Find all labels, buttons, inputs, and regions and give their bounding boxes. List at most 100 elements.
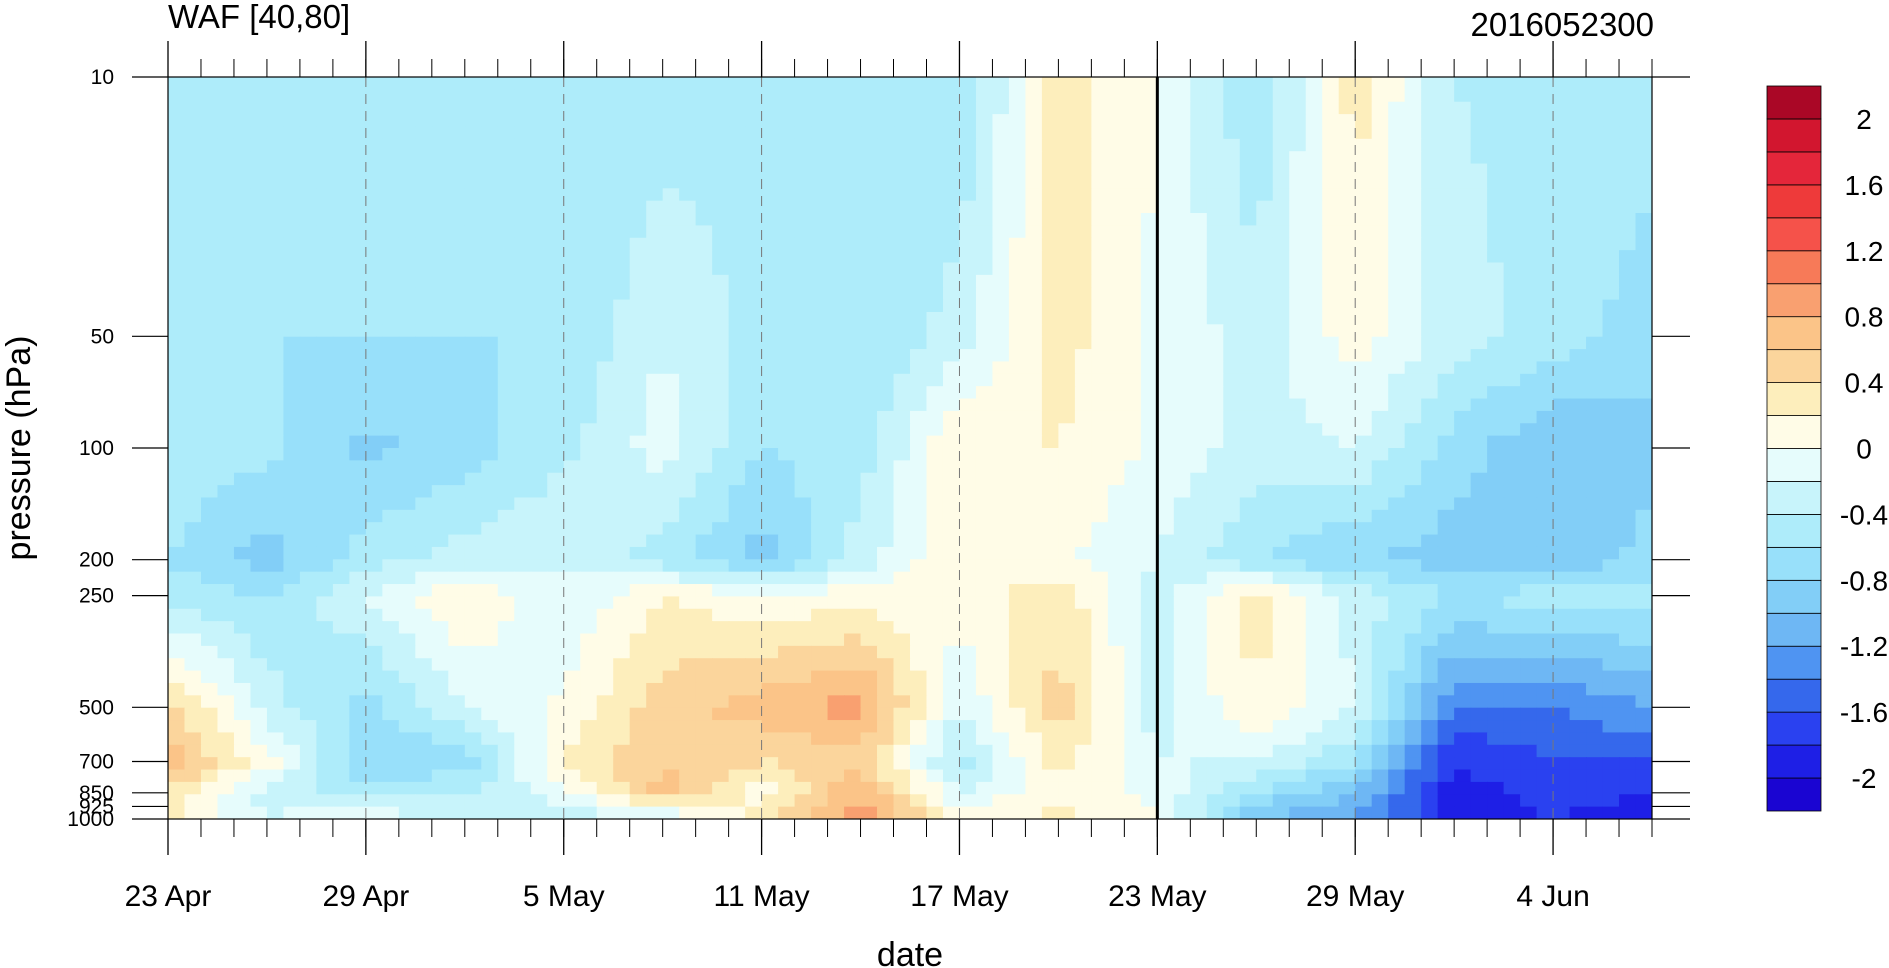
heatmap-cell xyxy=(596,262,614,276)
heatmap-cell xyxy=(745,522,763,536)
heatmap-cell xyxy=(1487,596,1505,610)
heatmap-cell xyxy=(1140,175,1158,189)
heatmap-cell xyxy=(349,522,367,536)
heatmap-cell xyxy=(168,398,186,412)
heatmap-cell xyxy=(959,373,977,387)
heatmap-cell xyxy=(926,324,944,338)
heatmap-cell xyxy=(1041,732,1059,746)
heatmap-cell xyxy=(1223,509,1241,523)
heatmap-cell xyxy=(1041,386,1059,400)
heatmap-cell xyxy=(1206,188,1224,202)
heatmap-cell xyxy=(349,250,367,264)
heatmap-cell xyxy=(1206,658,1224,672)
heatmap-cell xyxy=(1602,114,1620,128)
heatmap-cell xyxy=(497,188,515,202)
heatmap-cell xyxy=(975,77,994,90)
heatmap-cell xyxy=(580,744,598,758)
heatmap-cell xyxy=(1421,274,1439,288)
heatmap-cell xyxy=(1305,732,1323,746)
heatmap-cell xyxy=(1437,287,1455,301)
heatmap-cell xyxy=(233,101,252,115)
heatmap-cell xyxy=(1091,237,1109,251)
heatmap-cell xyxy=(1074,485,1092,499)
heatmap-cell xyxy=(1124,744,1142,758)
heatmap-cell xyxy=(266,274,285,288)
heatmap-cell xyxy=(1091,608,1109,622)
heatmap-cell xyxy=(1041,707,1059,721)
heatmap-cell xyxy=(1256,460,1274,474)
heatmap-cell xyxy=(662,645,680,659)
heatmap-cell xyxy=(712,497,730,511)
heatmap-cell xyxy=(1107,349,1125,363)
heatmap-cell xyxy=(382,732,400,746)
heatmap-cell xyxy=(1206,287,1224,301)
heatmap-cell xyxy=(893,299,911,313)
heatmap-cell xyxy=(365,707,383,721)
heatmap-cell xyxy=(448,114,466,128)
heatmap-cell xyxy=(1058,658,1076,672)
heatmap-cell xyxy=(1619,77,1637,90)
heatmap-cell xyxy=(877,126,895,140)
heatmap-cell xyxy=(1256,633,1274,647)
heatmap-cell xyxy=(1470,410,1488,424)
heatmap-cell xyxy=(184,559,202,573)
heatmap-cell xyxy=(1157,732,1175,746)
heatmap-cell xyxy=(1602,448,1620,461)
heatmap-cell xyxy=(1173,534,1191,548)
heatmap-cell xyxy=(349,757,367,771)
heatmap-cell xyxy=(514,324,532,338)
heatmap-cell xyxy=(1355,744,1373,758)
heatmap-cell xyxy=(926,101,944,115)
heatmap-cell xyxy=(646,559,664,573)
heatmap-cell xyxy=(646,732,664,746)
heatmap-cell xyxy=(1371,237,1389,251)
heatmap-cell xyxy=(250,658,268,672)
heatmap-cell xyxy=(1157,670,1175,684)
heatmap-cell xyxy=(283,509,301,523)
heatmap-cell xyxy=(481,423,499,437)
heatmap-cell xyxy=(1520,175,1538,189)
heatmap-cell xyxy=(975,324,994,338)
heatmap-cell xyxy=(1058,707,1076,721)
heatmap-cell xyxy=(1305,200,1323,214)
heatmap-cell xyxy=(1289,608,1307,622)
heatmap-cell xyxy=(481,175,499,189)
heatmap-cell xyxy=(613,213,631,226)
heatmap-cell xyxy=(283,250,301,264)
heatmap-cell xyxy=(926,682,944,696)
heatmap-cell xyxy=(679,126,697,140)
heatmap-cell xyxy=(613,670,631,684)
heatmap-cell xyxy=(1421,287,1439,301)
heatmap-cell xyxy=(1239,522,1257,536)
heatmap-cell xyxy=(316,336,334,350)
heatmap-cell xyxy=(596,287,614,301)
heatmap-cell xyxy=(596,757,614,771)
heatmap-cell xyxy=(365,163,383,177)
heatmap-cell xyxy=(1470,311,1488,325)
heatmap-cell xyxy=(712,225,730,239)
heatmap-cell xyxy=(530,448,548,461)
heatmap-cell xyxy=(1421,608,1439,622)
heatmap-cell xyxy=(217,188,235,202)
heatmap-cell xyxy=(1074,188,1092,202)
heatmap-cell xyxy=(794,534,812,548)
heatmap-cell xyxy=(679,509,697,523)
heatmap-cell xyxy=(1355,596,1373,610)
heatmap-cell xyxy=(266,151,285,165)
heatmap-cell xyxy=(761,423,779,437)
heatmap-cell xyxy=(1437,695,1455,709)
heatmap-cell xyxy=(266,621,285,635)
heatmap-cell xyxy=(464,299,482,313)
heatmap-cell xyxy=(1338,114,1356,128)
heatmap-cell xyxy=(1404,682,1422,696)
heatmap-cell xyxy=(382,472,400,486)
heatmap-cell xyxy=(1074,522,1092,536)
heatmap-cell xyxy=(942,299,961,313)
heatmap-cell xyxy=(1569,398,1587,412)
heatmap-cell xyxy=(349,485,367,499)
heatmap-cell xyxy=(1437,682,1455,696)
heatmap-cell xyxy=(184,237,202,251)
heatmap-cell xyxy=(860,151,878,165)
heatmap-cell xyxy=(1206,497,1224,511)
heatmap-cell xyxy=(1223,311,1241,325)
